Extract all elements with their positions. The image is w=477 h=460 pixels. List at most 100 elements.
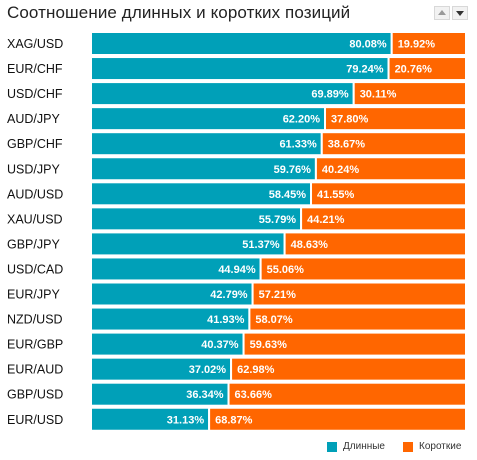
value-label-short: 48.63% bbox=[291, 239, 329, 251]
triangle-down-icon bbox=[456, 11, 464, 16]
value-label-long: 42.79% bbox=[210, 289, 248, 301]
bar-separator bbox=[227, 383, 230, 405]
pair-label: GBP/CHF bbox=[7, 137, 63, 151]
bar-separator bbox=[248, 308, 251, 330]
bar-long bbox=[92, 283, 252, 305]
bar-long bbox=[92, 233, 284, 255]
bar-separator bbox=[259, 258, 262, 280]
bar-long bbox=[92, 258, 260, 280]
pair-label: EUR/AUD bbox=[7, 363, 63, 377]
bar-separator bbox=[242, 333, 245, 355]
scroll-down-button[interactable] bbox=[452, 6, 468, 20]
pair-label: NZD/USD bbox=[7, 313, 63, 327]
value-label-long: 36.34% bbox=[186, 389, 224, 401]
chart-legend: Длинные Короткие bbox=[0, 441, 477, 457]
value-label-long: 58.45% bbox=[269, 189, 307, 201]
pair-label: GBP/USD bbox=[7, 388, 63, 402]
bar-separator bbox=[283, 233, 286, 255]
pair-label: USD/CHF bbox=[7, 87, 63, 101]
bar-long bbox=[92, 408, 209, 430]
value-label-short: 19.92% bbox=[398, 39, 436, 51]
bar-long bbox=[92, 383, 228, 405]
value-label-long: 37.02% bbox=[189, 364, 227, 376]
bar-separator bbox=[390, 33, 393, 54]
bar-short bbox=[326, 108, 465, 130]
pair-label: GBP/JPY bbox=[7, 237, 60, 251]
bar-long bbox=[92, 83, 353, 105]
pair-label: EUR/USD bbox=[7, 413, 63, 427]
bar-short bbox=[253, 283, 465, 305]
value-label-long: 31.13% bbox=[167, 414, 205, 426]
bar-short bbox=[392, 33, 465, 54]
scroll-up-button[interactable] bbox=[434, 6, 450, 20]
pair-label: XAG/USD bbox=[7, 37, 63, 51]
bar-separator bbox=[300, 208, 303, 230]
value-label-short: 20.76% bbox=[395, 64, 433, 76]
bar-long bbox=[92, 58, 388, 80]
value-label-long: 59.76% bbox=[274, 164, 312, 176]
bar-long bbox=[92, 358, 231, 380]
value-label-long: 69.89% bbox=[311, 89, 349, 101]
triangle-up-icon bbox=[438, 10, 446, 15]
bar-short bbox=[250, 308, 465, 330]
bar-long bbox=[92, 108, 325, 130]
pair-label: USD/JPY bbox=[7, 162, 60, 176]
bar-long bbox=[92, 33, 391, 54]
value-label-short: 62.98% bbox=[237, 364, 275, 376]
value-label-short: 41.55% bbox=[317, 189, 355, 201]
bar-separator bbox=[310, 183, 313, 205]
bar-short bbox=[302, 208, 465, 230]
bar-separator bbox=[208, 408, 211, 430]
value-label-long: 62.20% bbox=[283, 114, 321, 126]
bar-short bbox=[312, 183, 465, 205]
bar-long bbox=[92, 183, 311, 205]
bar-long bbox=[92, 308, 249, 330]
bar-short bbox=[322, 133, 465, 155]
value-label-long: 44.94% bbox=[218, 264, 256, 276]
legend-item-long: Длинные bbox=[327, 441, 385, 452]
value-label-short: 38.67% bbox=[328, 139, 366, 151]
value-label-long: 40.37% bbox=[201, 339, 239, 351]
pair-label: EUR/CHF bbox=[7, 62, 63, 76]
value-label-short: 40.24% bbox=[322, 164, 360, 176]
value-label-short: 44.21% bbox=[307, 214, 345, 226]
bar-long bbox=[92, 208, 301, 230]
value-label-short: 59.63% bbox=[250, 339, 288, 351]
value-label-short: 30.11% bbox=[360, 89, 397, 101]
value-label-long: 55.79% bbox=[259, 214, 297, 226]
value-label-long: 79.24% bbox=[346, 64, 384, 76]
bar-long bbox=[92, 333, 243, 355]
legend-swatch-long bbox=[327, 441, 337, 452]
value-label-short: 68.87% bbox=[215, 414, 253, 426]
pair-label: XAU/USD bbox=[7, 212, 63, 226]
value-label-short: 37.80% bbox=[331, 114, 369, 126]
bar-short bbox=[261, 258, 465, 280]
pair-label: AUD/USD bbox=[7, 187, 63, 201]
value-label-long: 80.08% bbox=[349, 39, 387, 51]
bar-separator bbox=[320, 133, 323, 155]
pair-label: USD/CAD bbox=[7, 262, 63, 276]
value-label-long: 61.33% bbox=[279, 139, 317, 151]
legend-label-long: Длинные bbox=[343, 441, 385, 452]
legend-swatch-short bbox=[403, 441, 413, 452]
bar-short bbox=[210, 408, 465, 430]
bar-short bbox=[285, 233, 465, 255]
bar-separator bbox=[230, 358, 233, 380]
legend-label-short: Короткие bbox=[419, 441, 462, 452]
bar-short bbox=[316, 158, 465, 180]
bar-separator bbox=[251, 283, 254, 305]
chart-title: Соотношение длинных и коротких позиций bbox=[7, 3, 351, 22]
bar-separator bbox=[352, 83, 355, 105]
pair-label: EUR/JPY bbox=[7, 288, 60, 302]
value-label-short: 57.21% bbox=[259, 289, 297, 301]
bar-short bbox=[354, 83, 465, 105]
pair-label: AUD/JPY bbox=[7, 112, 60, 126]
bar-separator bbox=[324, 108, 327, 130]
legend-item-short: Короткие bbox=[403, 441, 461, 452]
value-label-short: 58.07% bbox=[255, 314, 293, 326]
value-label-long: 41.93% bbox=[207, 314, 245, 326]
bar-separator bbox=[314, 158, 317, 180]
value-label-long: 51.37% bbox=[242, 239, 280, 251]
bar-short bbox=[244, 333, 465, 355]
bar-short bbox=[232, 358, 465, 380]
